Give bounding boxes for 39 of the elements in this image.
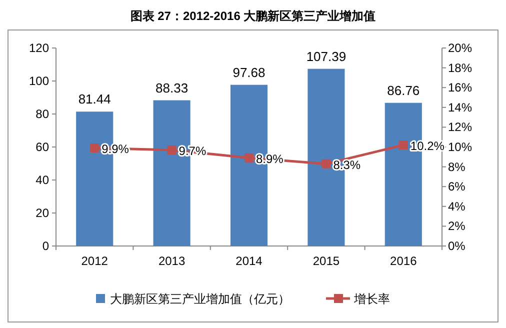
y-tick-label: 100 [28,74,50,88]
y-tick-label: 20 [36,206,50,220]
y2-tick-label: 4% [448,199,466,214]
data-label: 107.39 [306,48,346,64]
x-tick-label: 2012 [81,254,108,268]
y2-tick-label: 12% [448,120,472,134]
x-tick-label: 2013 [158,254,186,268]
y2-tick-label: 18% [448,60,472,75]
point [322,159,331,168]
data-label: 86.76 [387,82,420,98]
point [398,140,408,150]
legend-label: 大鹏新区第三产业增加值（亿元） [110,292,290,306]
y2-tick-label: 2% [448,219,466,234]
x-tick-label: 2015 [312,254,340,268]
point [167,145,176,154]
y-tick-label: 80 [36,107,50,121]
y2-tick-label: 14% [448,100,472,114]
x-tick-label: 2014 [236,254,263,268]
y2-tick-label: 20% [448,41,472,55]
data-label: 81.44 [78,92,111,107]
chart-title: 图表 27：2012-2016 大鹏新区第三产业增加值 [130,9,376,23]
y2-tick-label: 8% [448,160,466,174]
y-tick-label: 60 [36,140,50,154]
y-tick-label: 40 [36,173,50,187]
x-tick-label: 2016 [390,254,418,268]
point [90,143,100,152]
legend-label: 增长率 [353,292,390,306]
data-label: 8.9% [256,152,284,166]
y2-tick-label: 0% [448,239,466,253]
data-label: 97.68 [232,64,266,80]
y2-tick-label: 10% [448,140,472,154]
data-label: 9.9% [102,142,130,156]
y2-tick-label: 16% [448,80,472,95]
data-label: 9.7% [178,144,206,158]
y2-tick-label: 6% [448,180,466,194]
y-tick-label: 0 [42,239,50,253]
point [244,153,254,162]
data-label: 88.33 [156,80,188,96]
y-tick-label: 120 [28,41,50,55]
